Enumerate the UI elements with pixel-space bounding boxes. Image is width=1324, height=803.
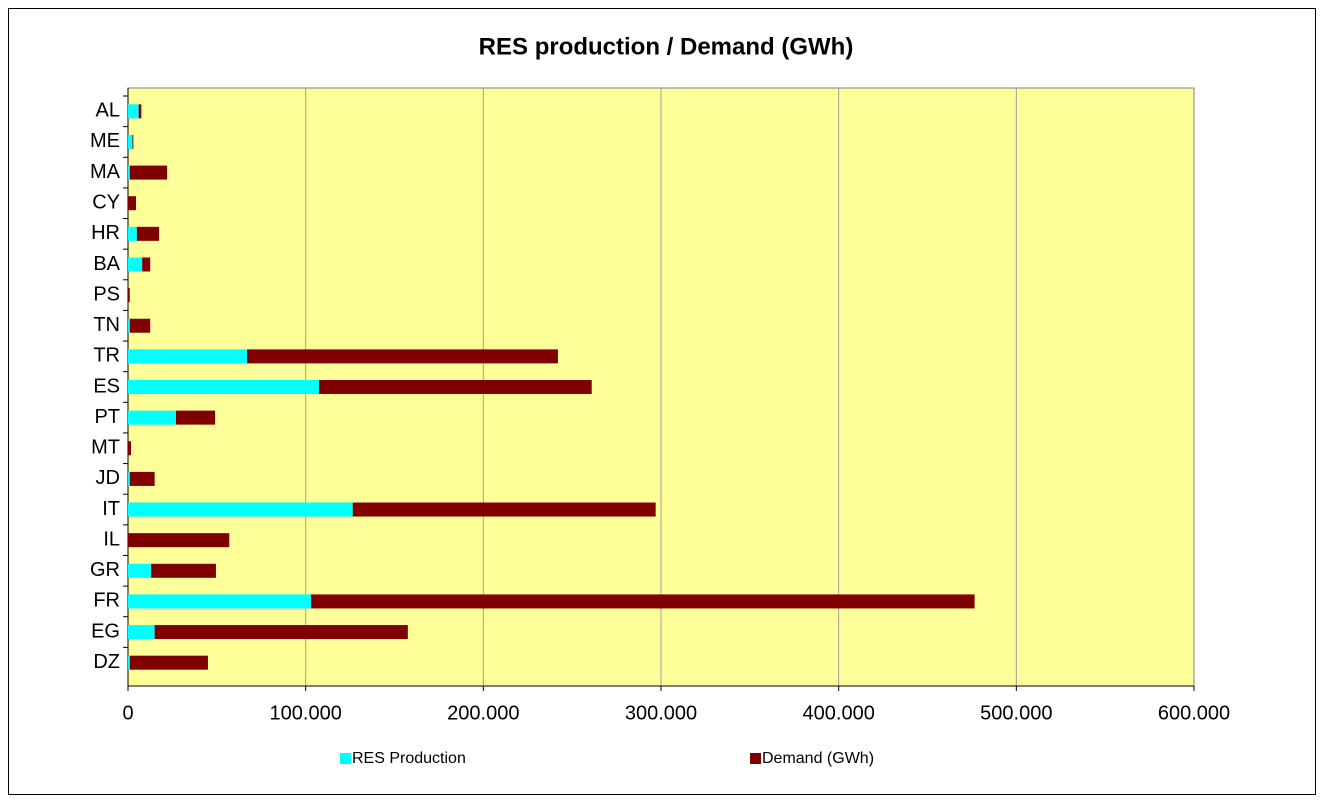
bar — [128, 134, 133, 149]
bar — [136, 226, 160, 241]
bar — [128, 226, 137, 241]
bar — [128, 441, 132, 456]
y-tick-label: GR — [90, 559, 120, 581]
y-tick-label: IL — [103, 528, 120, 550]
y-tick-label: DZ — [93, 651, 120, 673]
y-tick-label: JD — [96, 467, 120, 489]
x-tick-label: 600.000 — [1158, 702, 1230, 724]
y-tick-label: ES — [93, 375, 120, 397]
y-tick-label: CY — [92, 191, 120, 213]
bar — [128, 196, 136, 211]
legend-label: Demand (GWh) — [762, 750, 874, 767]
y-tick-label: MA — [90, 161, 121, 183]
bar — [138, 104, 142, 119]
bar — [128, 471, 130, 486]
x-tick-label: 500.000 — [980, 702, 1052, 724]
bar — [128, 655, 130, 670]
x-tick-label: 200.000 — [447, 702, 519, 724]
bar — [128, 625, 155, 640]
bar — [128, 533, 230, 548]
bar — [128, 349, 248, 364]
y-tick-label: ME — [90, 130, 120, 152]
y-tick-label: EG — [91, 620, 120, 642]
legend-swatch — [340, 753, 351, 764]
bar — [142, 257, 151, 272]
bar — [128, 318, 130, 333]
bar — [175, 410, 216, 425]
bar — [154, 625, 408, 640]
bar — [129, 471, 155, 486]
legend-label: RES Production — [352, 750, 466, 767]
bar — [128, 104, 139, 119]
y-tick-label: AL — [96, 100, 120, 122]
bar — [132, 134, 134, 149]
y-tick-label: TN — [93, 314, 120, 336]
bar — [128, 257, 143, 272]
bar — [128, 594, 311, 609]
bar — [151, 563, 216, 578]
y-tick-label: FR — [93, 590, 120, 612]
bar — [128, 165, 130, 180]
bar — [128, 502, 353, 517]
bar — [128, 410, 176, 425]
bar — [128, 288, 130, 303]
x-tick-label: 300.000 — [625, 702, 697, 724]
y-tick-label: MT — [91, 437, 120, 459]
y-tick-label: IT — [102, 498, 120, 520]
bar — [310, 594, 975, 609]
y-tick-label: PT — [94, 406, 120, 428]
y-tick-label: TR — [93, 345, 120, 367]
x-tick-label: 100.000 — [270, 702, 342, 724]
chart-title: RES production / Demand (GWh) — [479, 33, 854, 60]
bar — [129, 655, 208, 670]
x-tick-label: 400.000 — [803, 702, 875, 724]
bar — [129, 318, 151, 333]
bar — [318, 380, 592, 394]
x-tick-label: 0 — [122, 702, 133, 724]
bar — [129, 165, 168, 180]
bar — [247, 349, 558, 364]
y-tick-label: HR — [91, 222, 120, 244]
y-tick-label: PS — [93, 283, 120, 305]
legend-swatch — [750, 753, 761, 764]
bar — [128, 380, 319, 394]
y-tick-label: BA — [93, 253, 120, 275]
bar — [128, 563, 152, 578]
bar — [352, 502, 656, 517]
